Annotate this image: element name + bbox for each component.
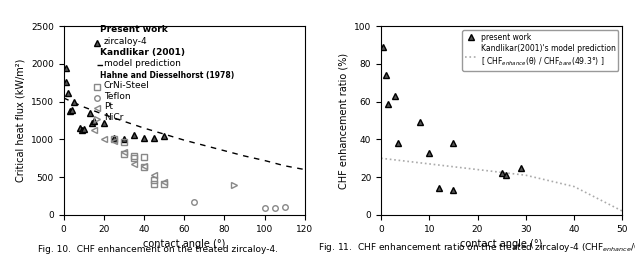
Text: zircaloy-4: zircaloy-4 [104, 37, 147, 46]
Text: Present work: Present work [100, 25, 168, 34]
Text: model prediction: model prediction [104, 59, 180, 68]
Y-axis label: Critical heat flux (kW/m²): Critical heat flux (kW/m²) [15, 59, 25, 182]
Legend: present work, Kandlikar(2001)'s model prediction
[ CHF$_{enhance}$(θ) / CHF$_{ba: present work, Kandlikar(2001)'s model pr… [462, 30, 618, 71]
Text: NiCr: NiCr [104, 113, 123, 122]
Text: Fig. 11.  CHF enhancement ratio on the treated zircaloy-4 (CHF$_{enhance}$/CHF$_: Fig. 11. CHF enhancement ratio on the tr… [318, 241, 635, 254]
Text: Teflon: Teflon [104, 92, 130, 101]
Text: Pt: Pt [104, 102, 113, 111]
Text: Fig. 10.  CHF enhancement on the treated zircaloy-4.: Fig. 10. CHF enhancement on the treated … [38, 245, 278, 254]
X-axis label: contact angle (°): contact angle (°) [143, 239, 225, 249]
Y-axis label: CHF enhancement ratio (%): CHF enhancement ratio (%) [338, 52, 349, 189]
Text: CrNi-Steel: CrNi-Steel [104, 81, 150, 90]
Text: Hahne and Diesselhorst (1978): Hahne and Diesselhorst (1978) [100, 70, 234, 79]
Text: Kandlikar (2001): Kandlikar (2001) [100, 48, 185, 57]
X-axis label: contact angle (°): contact angle (°) [460, 239, 543, 249]
